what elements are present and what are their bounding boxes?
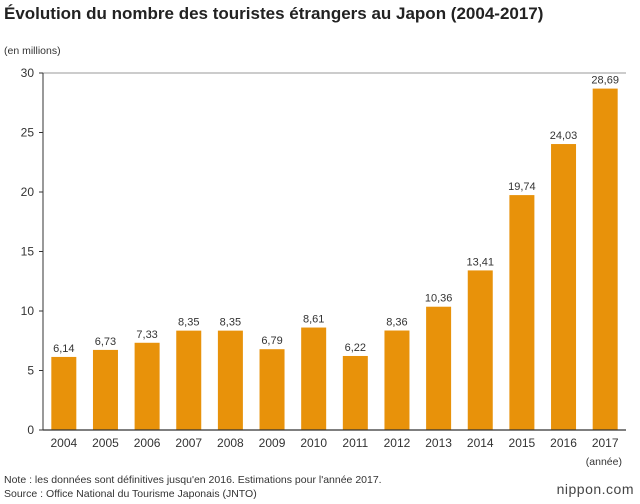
x-tick-label-2007: 2007 [175, 436, 202, 450]
x-tick-label-2006: 2006 [134, 436, 161, 450]
value-label-2011: 6,22 [345, 342, 366, 354]
x-tick-label-2015: 2015 [509, 436, 536, 450]
x-tick-label-2005: 2005 [92, 436, 119, 450]
value-label-2004: 6,14 [53, 343, 74, 355]
x-tick-label-2012: 2012 [384, 436, 411, 450]
y-tick-label: 5 [27, 364, 34, 378]
bar-2007 [176, 330, 202, 430]
value-label-2017: 28,69 [591, 75, 619, 87]
y-tick-label: 30 [21, 66, 35, 80]
chart-title: Évolution du nombre des touristes étrang… [4, 4, 544, 23]
chart-note: Note : les données sont définitives jusq… [4, 474, 382, 486]
x-tick-label-2014: 2014 [467, 436, 494, 450]
x-tick-label-2004: 2004 [50, 436, 77, 450]
bar-2012 [384, 330, 410, 430]
bar-2008 [217, 330, 243, 430]
x-axis-unit-label: (année) [586, 456, 622, 468]
bar-2011 [342, 355, 368, 430]
bar-2004 [51, 356, 77, 430]
y-tick-label: 15 [21, 245, 35, 259]
bar-2009 [259, 349, 285, 430]
x-tick-label-2013: 2013 [425, 436, 452, 450]
x-tick-label-2017: 2017 [592, 436, 619, 450]
x-tick-label-2010: 2010 [300, 436, 327, 450]
bar-2010 [301, 327, 327, 430]
bar-2013 [426, 306, 452, 430]
x-tick-label-2016: 2016 [550, 436, 577, 450]
value-label-2015: 19,74 [508, 181, 536, 193]
value-label-2007: 8,35 [178, 317, 199, 329]
bar-2006 [134, 342, 160, 430]
bar-2017 [592, 88, 618, 431]
value-label-2005: 6,73 [95, 336, 116, 348]
x-tick-label-2009: 2009 [259, 436, 286, 450]
nippon-logo: nippon.com [556, 481, 634, 497]
y-tick-label: 25 [21, 126, 35, 140]
value-label-2010: 8,61 [303, 314, 324, 326]
x-tick-label-2008: 2008 [217, 436, 244, 450]
value-label-2009: 6,79 [261, 335, 282, 347]
x-tick-label-2011: 2011 [342, 436, 368, 450]
value-label-2013: 10,36 [425, 293, 453, 305]
y-axis-unit-label: (en millions) [4, 45, 61, 57]
value-label-2006: 7,33 [136, 329, 157, 341]
y-tick-label: 0 [27, 423, 34, 437]
value-label-2014: 13,41 [466, 256, 494, 268]
bar-2016 [551, 144, 577, 430]
bar-2015 [509, 195, 535, 430]
y-tick-label: 20 [21, 185, 35, 199]
value-label-2012: 8,36 [386, 317, 407, 329]
value-label-2008: 8,35 [220, 317, 241, 329]
chart-source: Source : Office National du Tourisme Jap… [4, 488, 257, 500]
y-tick-label: 10 [21, 304, 35, 318]
bar-2014 [467, 270, 493, 430]
value-label-2016: 24,03 [550, 130, 578, 142]
bar-2005 [92, 349, 118, 430]
